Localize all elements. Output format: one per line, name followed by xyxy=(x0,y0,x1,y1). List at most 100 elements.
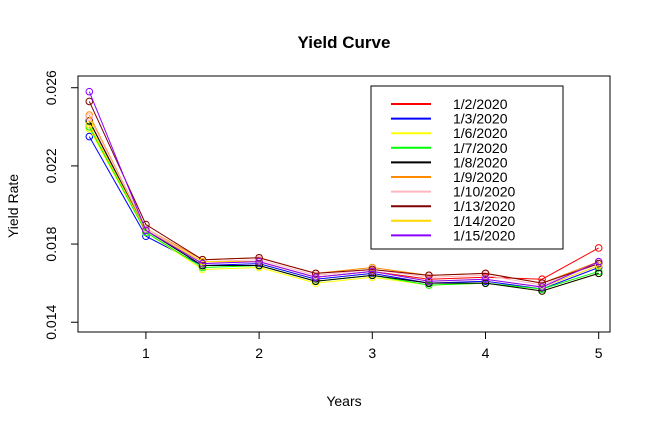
data-point xyxy=(85,111,94,119)
y-tick-label: 0.022 xyxy=(43,148,59,183)
data-point xyxy=(425,277,433,285)
data-point xyxy=(594,263,603,272)
legend-label: 1/15/2020 xyxy=(453,227,515,243)
data-point xyxy=(481,277,490,285)
data-point xyxy=(255,257,263,266)
data-point xyxy=(198,263,207,272)
legend-entry: 1/15/2020 xyxy=(391,227,515,243)
series-line xyxy=(88,116,599,286)
data-point xyxy=(481,273,490,282)
series-8 xyxy=(85,97,603,287)
data-point xyxy=(481,269,490,278)
legend-label: 1/14/2020 xyxy=(453,213,515,229)
data-point xyxy=(85,87,94,96)
data-point xyxy=(311,279,320,287)
data-point xyxy=(198,265,207,274)
series-5 xyxy=(85,117,603,295)
data-point xyxy=(538,279,546,287)
legend: 1/2/20201/3/20201/6/20201/7/20201/8/2020… xyxy=(370,85,564,250)
legend-entry: 1/10/2020 xyxy=(391,184,515,200)
data-point xyxy=(198,259,207,268)
data-point xyxy=(311,277,320,285)
data-point xyxy=(255,255,263,264)
legend-label: 1/2/2020 xyxy=(453,96,508,112)
legend-label: 1/13/2020 xyxy=(453,198,515,214)
data-point xyxy=(85,97,94,106)
data-point xyxy=(368,271,377,280)
data-point xyxy=(481,271,490,280)
x-tick-label: 4 xyxy=(482,345,490,361)
legend-label: 1/8/2020 xyxy=(453,154,508,170)
data-point xyxy=(311,273,320,282)
data-point xyxy=(425,273,433,282)
data-point xyxy=(85,132,94,141)
data-point xyxy=(85,113,94,121)
data-point xyxy=(255,261,263,270)
legend-entry: 1/8/2020 xyxy=(391,154,508,170)
legend-label: 1/6/2020 xyxy=(453,125,508,141)
data-point xyxy=(538,275,546,284)
legend-entry: 1/6/2020 xyxy=(391,125,508,141)
data-point xyxy=(594,261,603,270)
data-point xyxy=(198,261,207,270)
axes-layer: 1 2 3 4 5 0.014 0.018 0.022 0.026 xyxy=(43,70,603,361)
data-point xyxy=(538,285,546,293)
data-point xyxy=(311,275,320,284)
data-point xyxy=(311,269,320,278)
data-point xyxy=(594,257,603,266)
legend-entry: 1/2/2020 xyxy=(391,96,508,112)
data-point xyxy=(425,281,433,289)
data-point xyxy=(368,273,377,282)
data-point xyxy=(594,244,603,252)
data-point xyxy=(481,279,490,287)
y-tick-label: 0.014 xyxy=(43,305,59,340)
data-point xyxy=(368,267,377,276)
legend-entry: 1/3/2020 xyxy=(391,111,508,127)
y-tick-label: 0.026 xyxy=(43,70,59,105)
data-point xyxy=(425,279,433,287)
data-point xyxy=(255,263,263,272)
x-tick-label: 5 xyxy=(595,345,603,361)
data-point xyxy=(368,263,377,272)
legend-label: 1/9/2020 xyxy=(453,169,508,185)
legend-box xyxy=(370,85,564,250)
data-point xyxy=(538,283,546,291)
legend-label: 1/10/2020 xyxy=(453,184,515,200)
data-point xyxy=(594,267,603,276)
series-line xyxy=(88,91,599,288)
data-point xyxy=(594,269,603,278)
plot-frame xyxy=(77,75,611,333)
data-point xyxy=(142,226,150,235)
data-point xyxy=(255,259,263,268)
data-point xyxy=(142,224,150,233)
legend-entry: 1/14/2020 xyxy=(391,213,515,229)
x-tick-label: 1 xyxy=(142,345,150,361)
x-tick-label: 2 xyxy=(255,345,263,361)
data-point xyxy=(425,271,433,280)
data-point xyxy=(538,287,546,295)
legend-label: 1/3/2020 xyxy=(453,111,508,127)
x-axis-label: Years xyxy=(326,393,361,409)
data-point xyxy=(368,265,377,274)
data-point xyxy=(255,253,263,262)
legend-entry: 1/13/2020 xyxy=(391,198,515,214)
legend-entry: 1/7/2020 xyxy=(391,140,508,156)
data-point xyxy=(85,121,94,129)
legend-label: 1/7/2020 xyxy=(453,140,508,156)
y-axis-label: Yield Rate xyxy=(5,174,21,238)
data-point xyxy=(142,232,150,241)
data-point xyxy=(311,271,320,280)
series-line xyxy=(88,120,599,292)
data-point xyxy=(481,275,490,284)
legend-entry: 1/9/2020 xyxy=(391,169,508,185)
y-tick-label: 0.018 xyxy=(43,226,59,261)
x-tick-label: 3 xyxy=(368,345,376,361)
chart-title: Yield Curve xyxy=(298,33,391,52)
series-layer xyxy=(85,87,603,295)
series-line xyxy=(88,101,599,284)
data-point xyxy=(368,269,377,278)
data-point xyxy=(425,275,433,284)
series-10 xyxy=(85,87,603,291)
